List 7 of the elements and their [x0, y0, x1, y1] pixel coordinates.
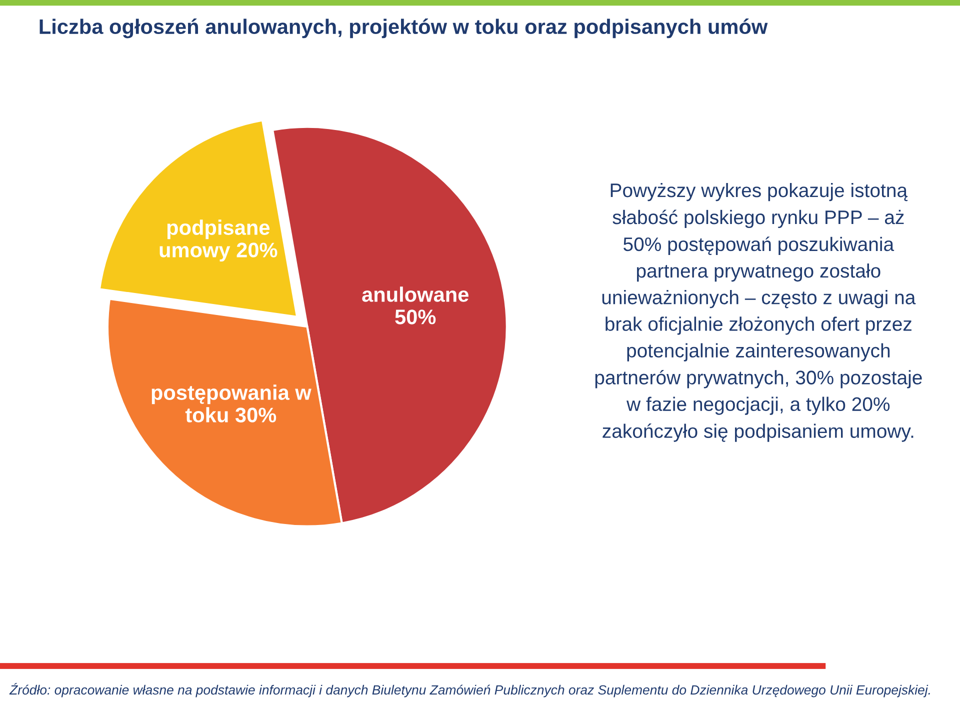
slice-label: podpisane umowy 20%	[160, 220, 278, 262]
data-label: 50%	[395, 310, 436, 324]
chart-title: Liczba ogłoszeń anulowanych, projektów w toku oraz podpisanych umów	[40, 18, 768, 38]
slice-label: anulowane	[362, 286, 468, 302]
text: Źródło: opracowanie własne na podstawie informacji i danych Biuletynu Zamówień Publicznych oraz Suplementu do Dziennika Urzędowego Unii Europejskiej.	[9, 683, 930, 698]
text: Powyższy wykres pokazuje istotną słabość polskiego rynku PPP – aż 50% postępowań poszukiwania partnera prywatnego zostało unieważnionych – często z uwagi na brak oficjalnie złożonych ofert przez potencjalnie zainteresowanych partnerów prywatnych, 30% pozostaje w fazie negocjacji, a tylko 20% zakończyło się podpisaniem umowy.	[595, 182, 922, 442]
slice-label: postępowania w toku 30%	[152, 384, 312, 422]
